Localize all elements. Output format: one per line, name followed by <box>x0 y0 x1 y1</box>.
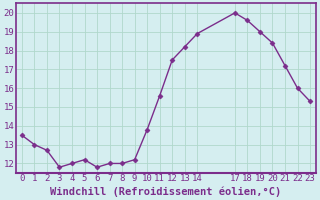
X-axis label: Windchill (Refroidissement éolien,°C): Windchill (Refroidissement éolien,°C) <box>50 186 282 197</box>
